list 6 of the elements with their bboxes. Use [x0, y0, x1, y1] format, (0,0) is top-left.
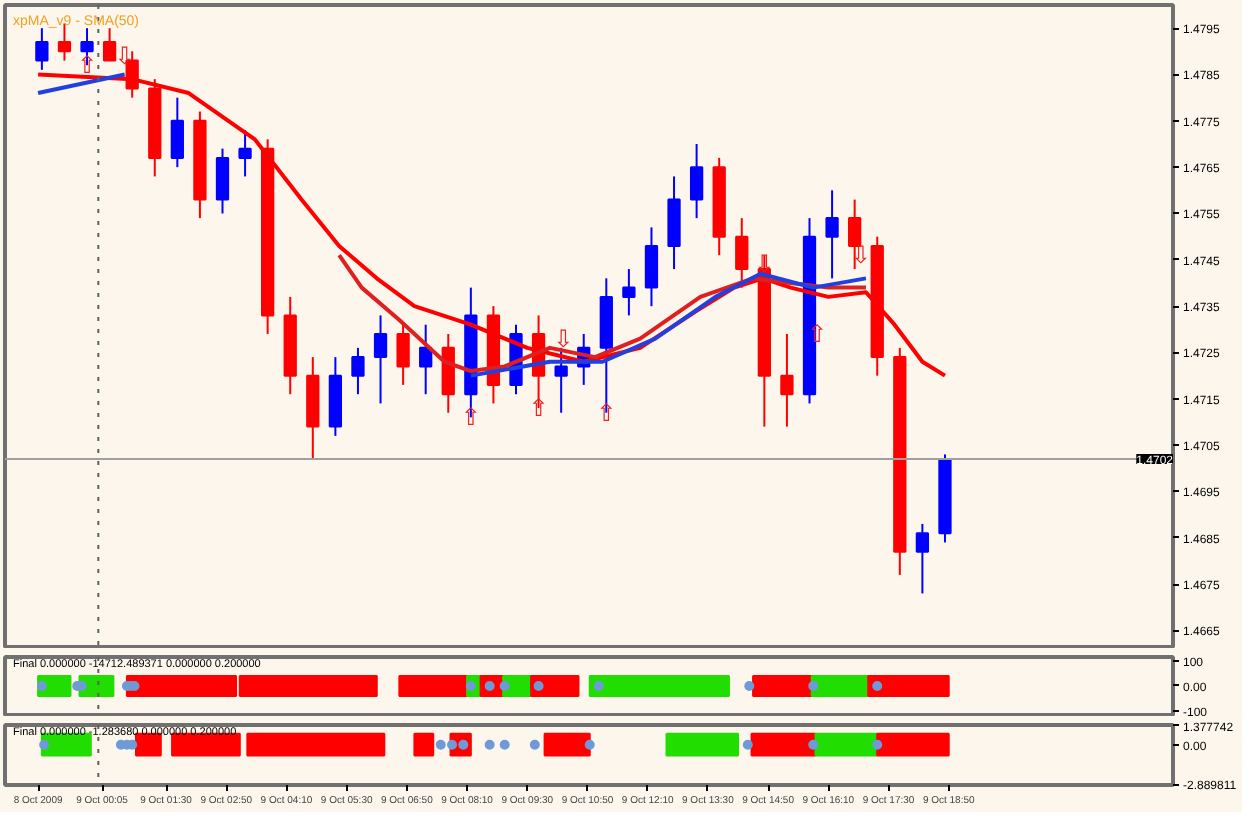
annotation: ⇧ — [460, 403, 481, 432]
annotation: ⇩ — [114, 41, 135, 70]
annotation: ⇧ — [76, 51, 98, 80]
annotation: ⇩ — [553, 324, 574, 353]
annotation: ⇧ — [528, 394, 549, 423]
annotation: ⇧ — [596, 398, 617, 427]
